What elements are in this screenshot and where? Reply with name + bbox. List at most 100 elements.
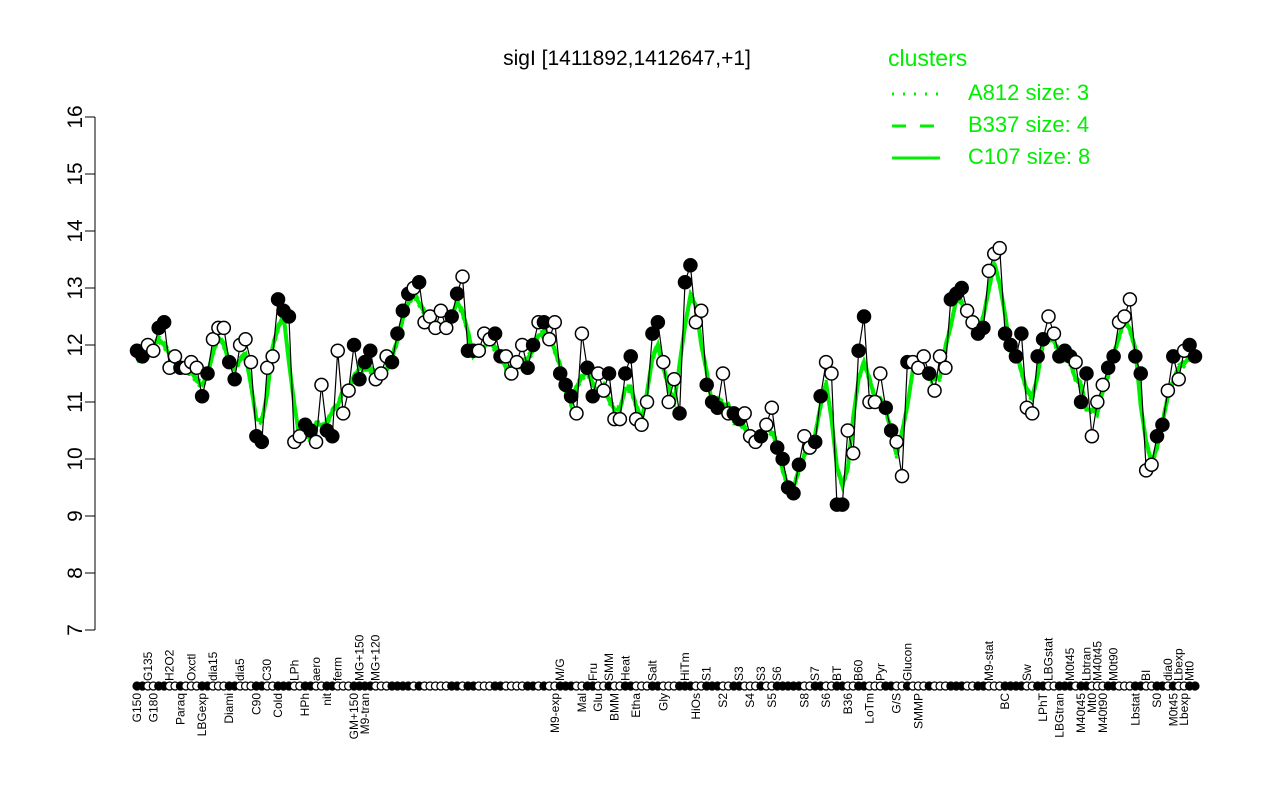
data-point [976,320,991,336]
data-point [1122,292,1138,307]
x-tick-label: GM+150 [347,693,361,740]
x-tick-label: BMM [607,693,621,721]
data-point [335,406,351,421]
data-point [341,383,356,398]
x-tick-label: S7 [808,666,822,681]
x-tick-label: S2 [716,693,730,708]
y-tick-label: 10 [64,447,87,470]
data-point [270,292,286,307]
data-point [688,314,704,330]
solid-line-icon [892,156,940,160]
rug-mark [1190,681,1200,691]
x-tick-label: S6 [770,666,784,681]
data-point [851,343,866,358]
data-point [786,485,801,501]
data-point [769,440,785,455]
data-point [346,337,362,353]
data-point [471,343,487,358]
data-point [715,366,731,381]
data-point [1182,337,1197,353]
legend-label: C107 size: 8 [968,144,1091,169]
x-tick-label: M40t45 [1090,641,1104,681]
data-point [981,263,997,279]
data-point [618,366,633,381]
data-point [547,314,563,330]
chart-title: sigI [1411892,1412647,+1] [503,47,751,70]
data-point [623,349,638,364]
data-point [938,360,953,376]
x-tick-label: C90 [249,693,263,715]
x-tick-label: M0t45 [1063,647,1077,681]
dotted-line-icon [892,92,940,96]
data-point [1090,394,1105,410]
data-point [357,354,373,370]
data-point [395,303,411,319]
x-tick-label: Gly [656,693,670,711]
data-point [992,240,1007,256]
data-point [612,411,628,427]
y-tick-label: 15 [64,162,87,185]
data-point [791,457,807,472]
x-tick-label: MG+150 [352,634,366,681]
x-tick-label: M40t90 [1096,693,1110,733]
data-point [775,451,790,467]
x-tick-label: M9-tran [358,693,372,734]
data-point [634,417,649,433]
data-point [1100,360,1116,376]
data-point [1171,371,1186,387]
y-tick-label: 16 [64,105,87,128]
data-point [542,332,557,347]
legend-title: clusters [888,45,968,71]
data-point [889,434,904,450]
x-tick-label: LPh [287,660,301,681]
data-point [156,314,172,330]
x-tick-label: Sw [1020,664,1034,681]
data-point [520,360,535,376]
x-tick-label: M9-exp [548,693,562,733]
x-tick-label: SMMP [911,693,925,729]
x-tick-label: G135 [141,651,155,681]
data-point [954,280,969,296]
x-tick-label: C30 [260,659,274,681]
data-point [574,326,590,341]
data-point [563,389,579,404]
x-tick-label: Mt0 [1183,661,1197,681]
data-point [764,400,780,415]
x-tick-label: nit [320,692,334,705]
x-tick-label: LBGexp [195,693,209,737]
data-point [1046,326,1062,341]
x-tick-label: S8 [797,693,811,708]
data-point [807,434,823,450]
x-tick-label: B36 [841,693,855,715]
data-point [487,326,503,341]
data-point [221,354,237,370]
data-point [699,377,714,393]
x-tick-label: S1 [700,666,714,681]
data-point [666,371,682,387]
x-tick-label: Paraq [173,693,187,725]
data-point [1068,354,1083,370]
y-tick-label: 9 [64,510,87,522]
x-tick-label: SMM [602,653,616,681]
x-tick-label: LoTm [862,693,876,724]
x-tick-label: S4 [743,693,757,708]
data-point [1117,309,1132,324]
x-tick-label: Heat [618,655,632,681]
data-point [596,383,611,398]
data-point [373,366,389,381]
legend-label: A812 size: 3 [968,80,1090,105]
x-tick-label: aero [309,657,323,681]
data-point [1133,366,1148,381]
x-tick-label: BC [998,693,1012,710]
series [129,240,1203,691]
x-tick-label: Diami [222,693,236,724]
x-tick-label: Mt0 [1085,693,1099,713]
x-tick-label: MG+120 [369,634,383,681]
data-point [525,337,541,353]
data-point [308,434,324,450]
data-point [238,332,253,347]
x-tick-label: S0 [1150,693,1164,708]
x-tick-label: BI [1139,670,1153,681]
data-point [444,309,459,324]
